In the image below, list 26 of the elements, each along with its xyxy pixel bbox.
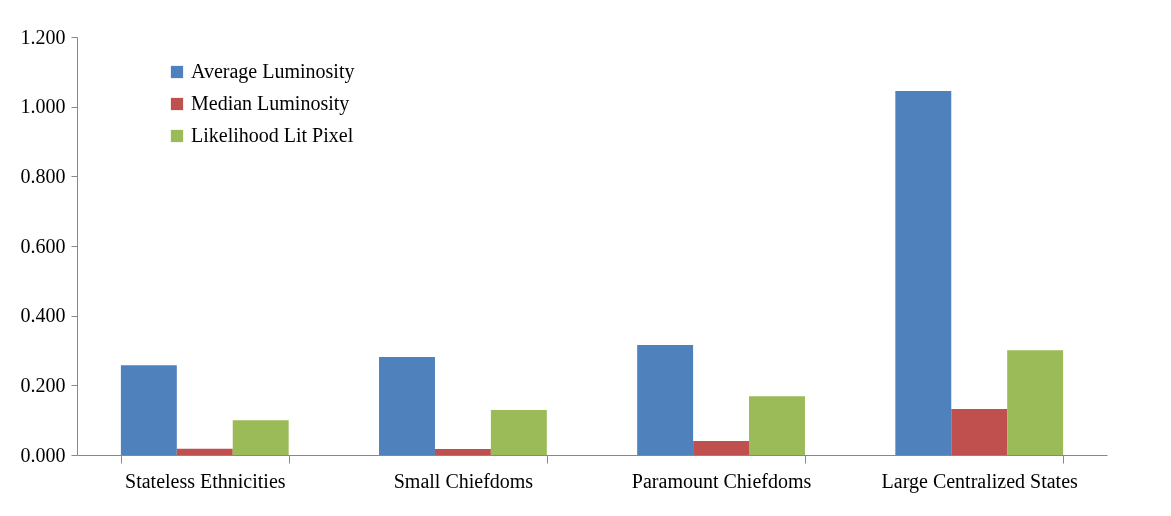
y-tick-label: 0.800 [20,164,66,187]
bar [176,448,233,455]
bar [895,90,952,455]
bar [434,449,491,455]
bar [120,365,177,455]
y-tick-label: 0.400 [20,304,66,327]
bar [1007,350,1064,455]
x-tick-label: Small Chiefdoms [393,469,534,492]
x-tick-label: Large Centralized States [881,469,1079,493]
bar [490,410,547,455]
bar [951,409,1008,455]
x-tick-label: Stateless Ethnicities [125,469,286,492]
bar [749,396,805,455]
bar [379,357,435,455]
y-tick-label: 0.000 [20,443,66,466]
y-tick-label: 1.200 [20,25,66,48]
legend-label: Median Luminosity [191,92,350,115]
x-tick-label: Paramount Chiefdoms [631,469,812,492]
bar [232,420,289,455]
y-tick-label: 0.600 [20,234,66,257]
legend-label: Average Luminosity [191,60,355,83]
y-tick-label: 1.000 [20,95,66,118]
y-tick-label: 0.200 [20,373,66,396]
bar [637,344,694,455]
bar [693,441,750,455]
legend-label: Likelihood Lit Pixel [191,124,354,146]
